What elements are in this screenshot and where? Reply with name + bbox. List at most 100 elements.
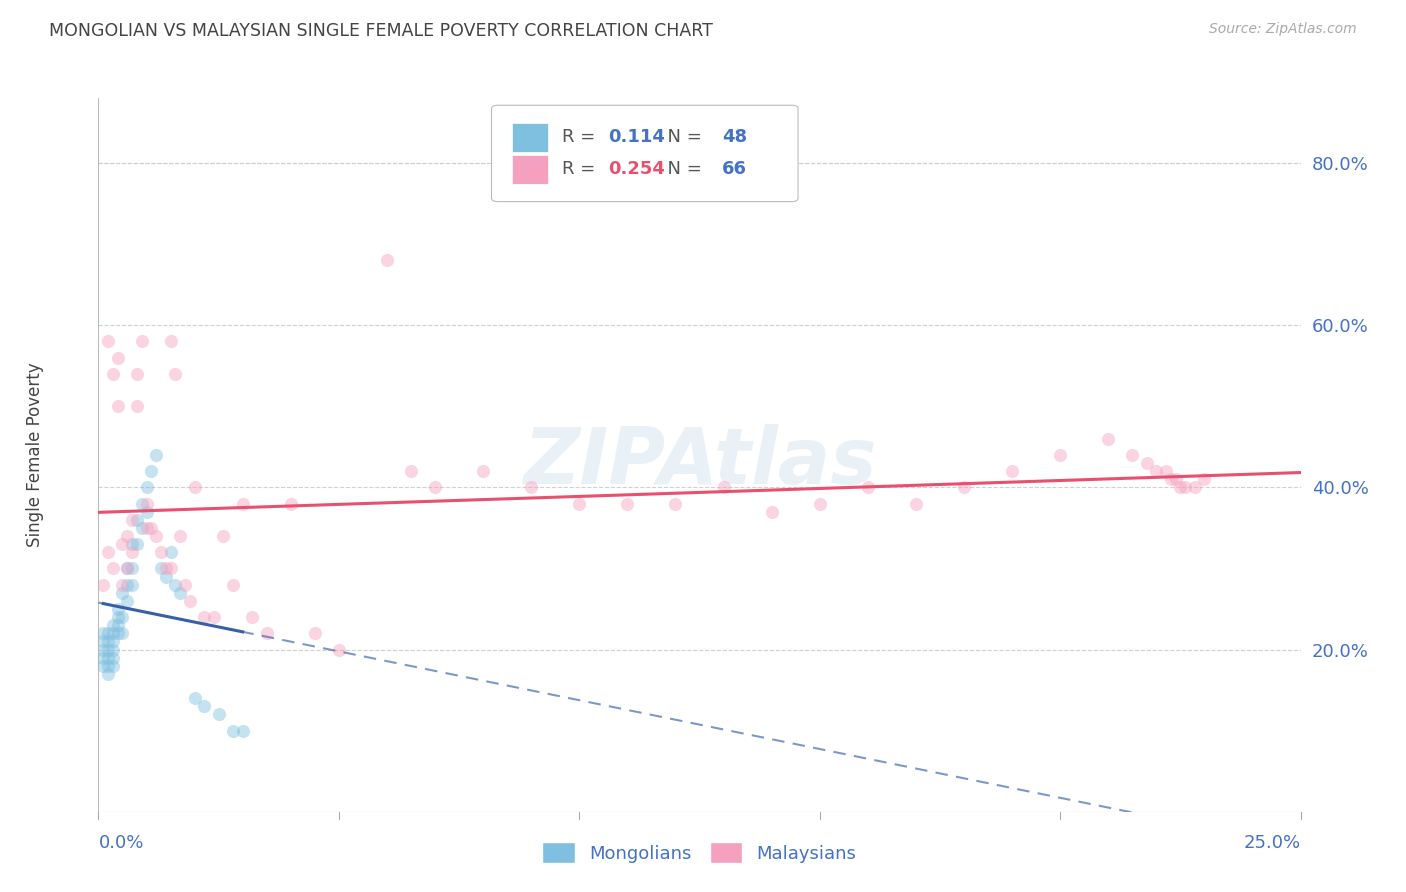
Point (616, 497, 638, 511)
Point (111, 577, 134, 591)
Point (1136, 456, 1159, 470)
Point (904, 497, 927, 511)
Point (165, 577, 187, 591)
Point (165, 367, 187, 381)
Point (125, 399, 148, 413)
Point (145, 529, 167, 543)
Text: 25.0%: 25.0% (1243, 834, 1301, 852)
Point (174, 577, 197, 591)
Point (101, 618, 124, 632)
Point (202, 610, 225, 624)
Point (1164, 472, 1187, 486)
Point (280, 497, 302, 511)
Point (159, 334, 181, 349)
Point (125, 537, 148, 551)
Point (97, 626, 120, 640)
Point (149, 545, 172, 559)
Point (240, 610, 263, 624)
Point (111, 610, 134, 624)
Point (107, 618, 129, 632)
Point (135, 497, 157, 511)
Point (117, 561, 139, 575)
Bar (512, 155, 548, 184)
Point (1001, 464, 1024, 478)
FancyBboxPatch shape (492, 105, 799, 202)
Point (568, 497, 591, 511)
Point (101, 561, 124, 575)
Point (121, 537, 143, 551)
Point (97, 650, 120, 665)
Point (107, 602, 129, 616)
Point (155, 561, 177, 575)
Text: R =: R = (562, 128, 602, 146)
Point (111, 537, 134, 551)
Bar (512, 123, 548, 152)
Text: MONGOLIAN VS MALAYSIAN SINGLE FEMALE POVERTY CORRELATION CHART: MONGOLIAN VS MALAYSIAN SINGLE FEMALE POV… (49, 22, 713, 40)
Point (91, 577, 114, 591)
Point (193, 610, 215, 624)
Point (1097, 432, 1119, 446)
Point (101, 626, 124, 640)
Point (135, 480, 157, 494)
Point (155, 569, 177, 583)
Point (328, 642, 350, 657)
Point (1049, 448, 1071, 462)
Point (159, 545, 181, 559)
Point (91, 658, 114, 673)
Point (232, 723, 254, 738)
Point (472, 464, 495, 478)
Point (256, 626, 278, 640)
Point (131, 521, 153, 535)
Point (121, 545, 143, 559)
Point (664, 497, 686, 511)
Point (125, 513, 148, 527)
Point (121, 577, 143, 591)
Point (1170, 480, 1192, 494)
Point (91, 626, 114, 640)
Point (808, 497, 831, 511)
Point (101, 634, 124, 648)
Point (101, 658, 124, 673)
Point (101, 642, 124, 657)
Legend: Mongolians, Malaysians: Mongolians, Malaysians (536, 835, 863, 871)
Text: 0.254: 0.254 (609, 161, 665, 178)
Point (399, 464, 422, 478)
Point (304, 626, 326, 640)
Text: 0.0%: 0.0% (98, 834, 143, 852)
Text: N =: N = (657, 161, 707, 178)
Point (121, 513, 143, 527)
Text: R =: R = (562, 161, 602, 178)
Point (232, 497, 254, 511)
Point (111, 586, 134, 600)
Text: ZIPAtlas: ZIPAtlas (523, 424, 876, 500)
Point (91, 642, 114, 657)
Point (135, 521, 157, 535)
Point (101, 650, 124, 665)
Point (107, 610, 129, 624)
Point (97, 666, 120, 681)
Text: Source: ZipAtlas.com: Source: ZipAtlas.com (1209, 22, 1357, 37)
Text: 66: 66 (723, 161, 748, 178)
Point (1194, 472, 1216, 486)
Point (145, 448, 167, 462)
Point (183, 480, 205, 494)
Point (953, 480, 976, 494)
Text: 0.114: 0.114 (609, 128, 665, 146)
Point (97, 334, 120, 349)
Point (131, 497, 153, 511)
Point (121, 561, 143, 575)
Point (97, 658, 120, 673)
Point (222, 577, 245, 591)
Point (1174, 480, 1197, 494)
Point (212, 529, 235, 543)
Point (1184, 480, 1206, 494)
Point (97, 642, 120, 657)
Point (183, 691, 205, 706)
Point (117, 577, 139, 591)
Point (117, 529, 139, 543)
Point (91, 650, 114, 665)
Point (91, 634, 114, 648)
Point (423, 480, 446, 494)
Point (141, 464, 163, 478)
Point (1144, 464, 1167, 478)
